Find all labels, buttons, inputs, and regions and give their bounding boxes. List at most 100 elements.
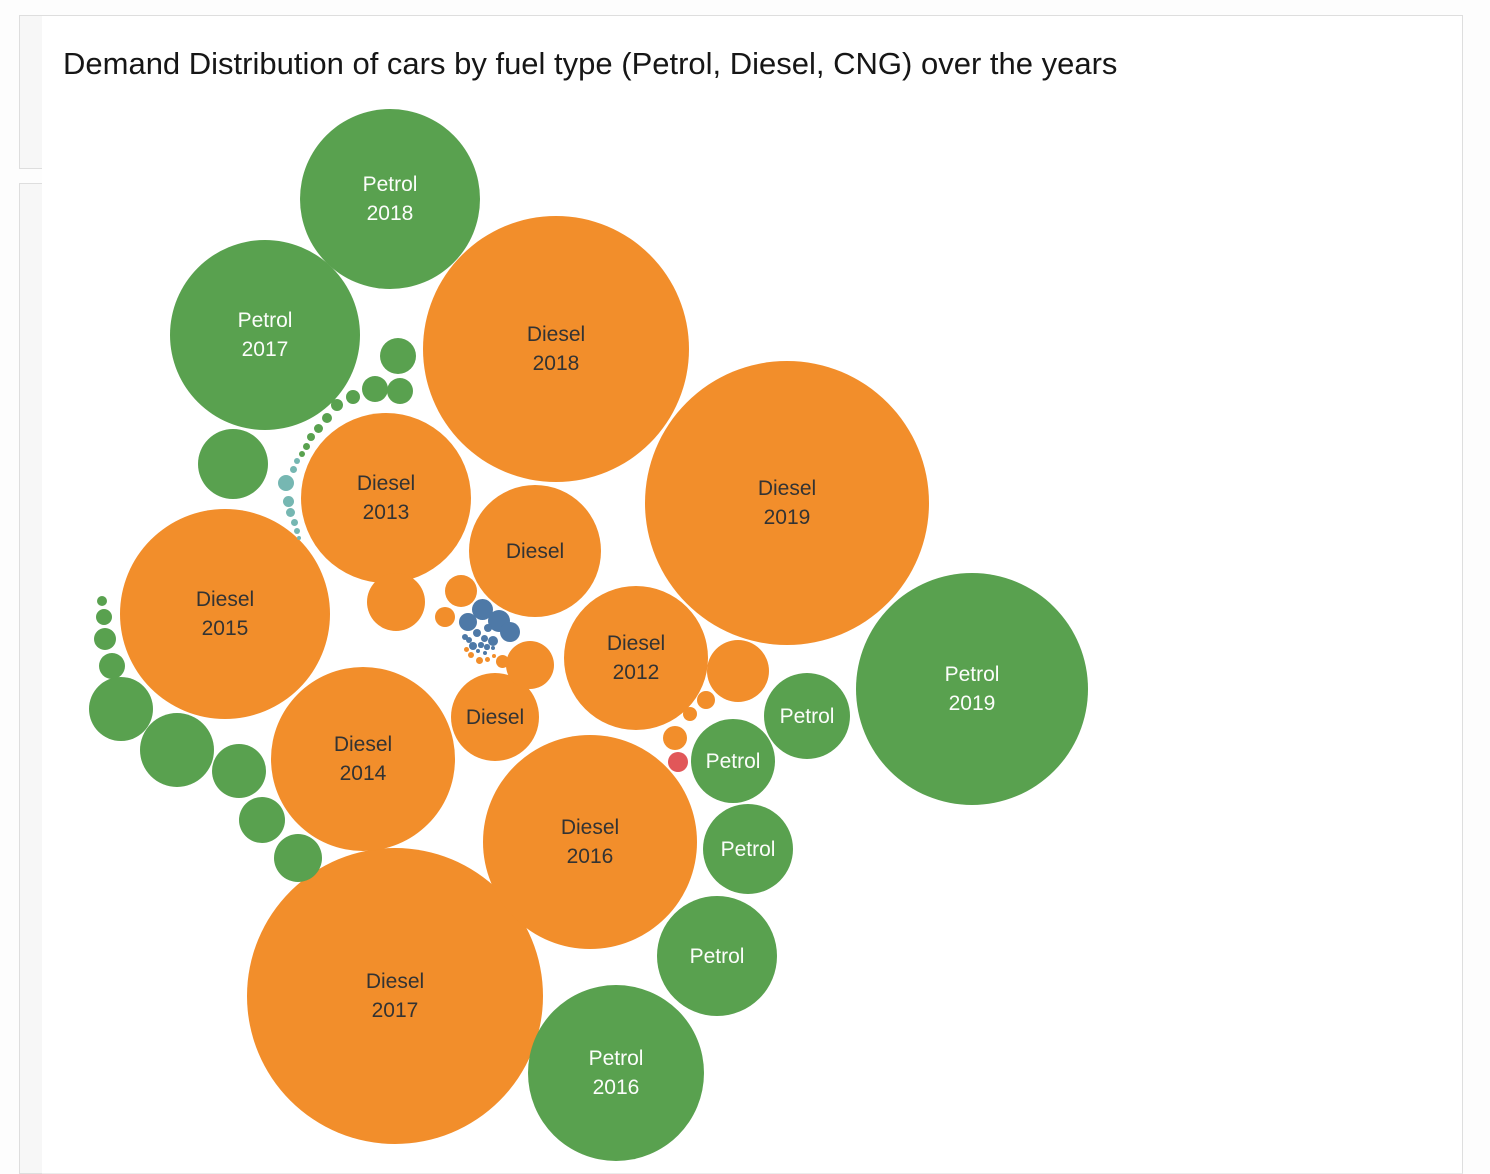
bubble-fuel-text: Diesel [333,733,393,756]
bubble-blue-dot[interactable] [490,645,496,651]
bubble-diesel-dot[interactable] [663,726,687,750]
bubble-diesel-unlabeled-year-mid[interactable]: Diesel [469,485,601,617]
bubble-diesel-dot[interactable] [506,641,554,689]
bubble-diesel-dot[interactable] [463,646,469,652]
bubble-petrol-dot[interactable] [322,413,332,423]
bubble-blue-dot[interactable] [480,634,488,642]
bubble-teal-dot[interactable] [297,536,301,540]
bubble-fuel-text: Diesel [606,632,666,655]
bubble-petrol-2018[interactable]: Petrol 2018 [300,109,480,289]
bubble-year-text: 2017 [371,999,419,1022]
bubble-diesel-dot[interactable] [367,573,425,631]
bubble-petrol-dot[interactable] [362,376,388,402]
bubble-petrol-dot[interactable] [380,338,416,374]
bubble-petrol-unlabeled-year-3[interactable]: Petrol [703,804,793,894]
bubble-label: Diesel 2012 [607,629,665,687]
bubble-petrol-2016[interactable]: Petrol 2016 [528,985,704,1161]
bubble-blue-dot[interactable] [466,637,472,643]
bubble-diesel-dot[interactable] [697,691,715,709]
bubble-diesel-dot[interactable] [468,652,474,658]
bubble-label: Petrol [706,747,761,776]
bubble-petrol-dot[interactable] [239,797,285,843]
bubble-diesel-2018[interactable]: Diesel 2018 [423,216,689,482]
bubble-diesel-dot[interactable] [495,654,509,668]
bubble-petrol-dot[interactable] [274,834,322,882]
bubble-label: Diesel 2019 [758,474,816,532]
bubble-diesel-2019[interactable]: Diesel 2019 [645,361,929,645]
bubble-diesel-dot[interactable] [475,656,483,664]
bubble-diesel-dot[interactable] [435,607,455,627]
bubble-label: Diesel [506,537,564,566]
bubble-blue-dot[interactable] [473,629,481,637]
bubble-petrol-dot[interactable] [387,378,413,404]
bubble-petrol-dot[interactable] [331,399,343,411]
bubble-diesel-2015[interactable]: Diesel 2015 [120,509,330,719]
bubble-blue-dot[interactable] [488,636,498,646]
bubble-petrol-dot[interactable] [96,609,112,625]
bubble-diesel-dot[interactable] [492,654,496,658]
bubble-blue-dot[interactable] [459,613,477,631]
bubble-fuel-text: Petrol [944,663,1000,686]
bubble-teal-dot[interactable] [294,528,300,534]
bubble-petrol-dot[interactable] [212,744,266,798]
bubble-fuel-text: Petrol [588,1047,644,1070]
bubble-petrol-dot[interactable] [97,596,107,606]
bubble-diesel-2013[interactable]: Diesel 2013 [301,413,471,583]
bubble-label: Diesel 2015 [196,585,254,643]
bubble-blue-dot[interactable] [500,622,520,642]
bubble-year-text: 2015 [201,617,249,640]
bubble-diesel-dot[interactable] [683,707,697,721]
bubble-blue-dot[interactable] [469,642,477,650]
bubble-blue-dot[interactable] [483,651,487,655]
bubble-label: Diesel 2018 [527,320,585,378]
bubble-petrol-dot[interactable] [299,451,305,457]
bubble-fuel-text: Diesel [757,477,817,500]
bubble-fuel-text: Petrol [237,309,293,332]
bubble-teal-dot[interactable] [294,458,300,464]
bubble-diesel-dot[interactable] [707,640,769,702]
bubble-teal-dot[interactable] [290,518,298,526]
bubble-petrol-dot[interactable] [198,429,268,499]
bubble-fuel-text: Petrol [362,173,418,196]
bubble-teal-dot[interactable] [282,495,294,507]
bubble-diesel-dot[interactable] [484,656,490,662]
bubble-fuel-text: Diesel [365,970,425,993]
bubble-petrol-dot[interactable] [89,677,153,741]
chart-panel: Demand Distribution of cars by fuel type… [42,15,1463,1174]
bubble-petrol-dot[interactable] [140,713,214,787]
bubble-red-dot[interactable] [668,752,688,772]
bubble-label: Diesel 2017 [366,967,424,1025]
bubble-fuel-text: Diesel [195,588,255,611]
bubble-blue-dot[interactable] [484,644,490,650]
bubble-petrol-dot[interactable] [99,653,125,679]
bubble-label: Diesel 2016 [561,813,619,871]
bubble-label: Diesel 2013 [357,469,415,527]
left-rail-bottom-section [19,183,43,1174]
bubble-diesel-2014[interactable]: Diesel 2014 [271,667,455,851]
bubble-fuel-text: Diesel [526,323,586,346]
bubble-diesel-dot[interactable] [445,575,477,607]
bubble-diesel-2017[interactable]: Diesel 2017 [247,848,543,1144]
bubble-fuel-text: Diesel [560,816,620,839]
bubble-blue-dot[interactable] [462,634,468,640]
bubble-petrol-dot[interactable] [307,433,315,441]
bubble-blue-dot[interactable] [484,624,492,632]
bubble-year-text: 2018 [532,352,580,375]
bubble-petrol-2019[interactable]: Petrol 2019 [856,573,1088,805]
bubble-teal-dot[interactable] [285,507,295,517]
bubble-petrol-unlabeled-year-1[interactable]: Petrol [764,673,850,759]
bubble-label: Petrol 2018 [363,170,418,228]
bubble-petrol-dot[interactable] [313,423,323,433]
bubble-diesel-2016[interactable]: Diesel 2016 [483,735,697,949]
bubble-petrol-dot[interactable] [94,628,116,650]
bubble-fuel-text: Diesel [356,472,416,495]
bubble-blue-dot[interactable] [476,649,480,653]
bubble-blue-dot[interactable] [478,642,484,648]
bubble-petrol-dot[interactable] [302,442,310,450]
bubble-petrol-unlabeled-year-2[interactable]: Petrol [691,719,775,803]
bubble-blue-dot[interactable] [471,598,493,620]
bubble-teal-dot[interactable] [289,465,297,473]
bubble-petrol-dot[interactable] [346,390,360,404]
bubble-petrol-unlabeled-year-4[interactable]: Petrol [657,896,777,1016]
bubble-teal-dot[interactable] [278,475,294,491]
